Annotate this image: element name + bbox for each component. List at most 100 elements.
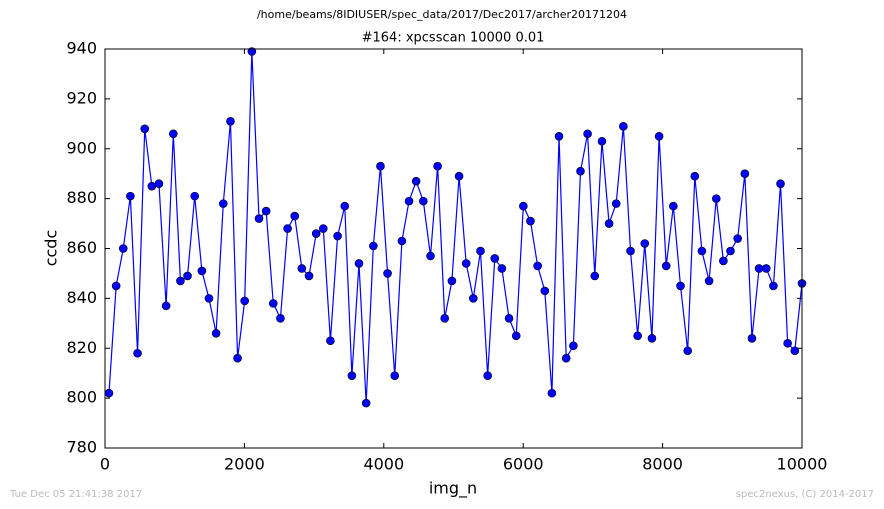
data-point — [726, 246, 735, 256]
x-tick-label: 10000 — [777, 455, 828, 474]
y-tick-label: 920 — [66, 88, 97, 107]
data-point — [476, 246, 485, 256]
y-tick-label: 940 — [66, 39, 97, 58]
data-point — [240, 296, 249, 306]
x-tick-label: 4000 — [363, 455, 404, 474]
y-tick-label: 800 — [66, 388, 97, 407]
data-point — [126, 191, 135, 201]
data-point — [290, 211, 300, 221]
data-point — [354, 259, 364, 268]
data-point — [340, 201, 350, 211]
data-point — [390, 371, 400, 380]
data-point — [161, 301, 171, 311]
data-point — [604, 219, 614, 228]
data-point — [440, 314, 450, 323]
data-point — [654, 131, 664, 141]
y-tick-label: 840 — [66, 288, 97, 307]
plot-frame — [104, 48, 803, 449]
data-point — [704, 276, 714, 286]
data-point — [640, 239, 650, 248]
y-tick-label: 780 — [66, 438, 97, 457]
data-point — [676, 281, 685, 291]
data-point — [569, 341, 578, 351]
data-point — [147, 181, 157, 191]
y-tick-label: 900 — [66, 138, 97, 157]
data-point — [447, 276, 457, 286]
data-point — [268, 299, 278, 308]
data-point — [140, 124, 150, 134]
data-point — [276, 314, 285, 323]
data-point — [540, 286, 550, 296]
data-point — [697, 246, 707, 256]
y-tick-label: 880 — [66, 188, 97, 207]
data-point — [433, 161, 442, 171]
data-point — [747, 333, 757, 343]
data-point — [554, 131, 564, 141]
data-point — [719, 256, 728, 266]
data-point — [461, 259, 471, 268]
data-point — [254, 214, 264, 223]
data-point — [326, 336, 335, 346]
data-point — [611, 199, 621, 208]
data-point — [590, 271, 600, 281]
data-point — [383, 269, 392, 278]
data-point — [133, 348, 142, 358]
data-point — [626, 246, 635, 256]
file-path: /home/beams/8IDIUSER/spec_data/2017/Dec2… — [257, 8, 627, 21]
data-point — [740, 169, 750, 178]
data-point — [118, 244, 128, 253]
data-point — [233, 353, 242, 363]
data-point — [633, 331, 642, 341]
data-point — [497, 264, 507, 273]
data-point — [211, 328, 221, 338]
data-point — [597, 136, 607, 146]
data-point — [519, 201, 528, 211]
data-point — [404, 196, 414, 206]
data-point — [790, 346, 800, 356]
data-point — [661, 261, 671, 271]
data-point — [183, 271, 192, 281]
data-point — [761, 264, 771, 273]
data-point — [261, 206, 271, 216]
data-point — [468, 294, 478, 303]
data-point — [561, 353, 571, 363]
data-point — [711, 194, 721, 203]
data-point — [369, 241, 378, 251]
data-point — [190, 191, 200, 201]
chart-title: #164: xpcsscan 10000 0.01 — [362, 31, 545, 46]
data-point — [104, 388, 114, 398]
data-point — [526, 216, 535, 226]
data-point — [683, 346, 692, 356]
y-tick-label: 860 — [66, 238, 97, 257]
data-point — [454, 171, 464, 181]
data-point — [283, 224, 292, 233]
data-line — [108, 51, 803, 404]
data-point — [347, 371, 357, 380]
data-point — [419, 196, 428, 206]
data-point — [504, 314, 514, 323]
data-point — [397, 236, 407, 246]
data-point — [218, 199, 228, 208]
data-point — [426, 251, 435, 261]
data-point — [733, 234, 742, 243]
x-tick-label: 2000 — [224, 455, 265, 474]
x-tick-label: 0 — [100, 455, 110, 474]
data-point — [361, 398, 371, 408]
data-point — [490, 254, 500, 263]
footer-credit: spec2nexus, (C) 2014-2017 — [736, 489, 874, 500]
data-point — [776, 179, 785, 188]
data-point — [154, 179, 164, 188]
y-tick-label: 820 — [66, 338, 97, 357]
data-point — [376, 161, 385, 171]
data-point — [111, 281, 121, 291]
footer-date: Tue Dec 05 21:41:38 2017 — [9, 489, 142, 500]
data-point — [669, 201, 678, 211]
data-point — [411, 176, 421, 186]
data-point — [333, 231, 342, 241]
x-tick-label: 6000 — [503, 455, 544, 474]
data-point — [690, 171, 700, 181]
data-point — [754, 264, 764, 273]
data-point — [511, 331, 521, 341]
data-point — [783, 338, 792, 348]
